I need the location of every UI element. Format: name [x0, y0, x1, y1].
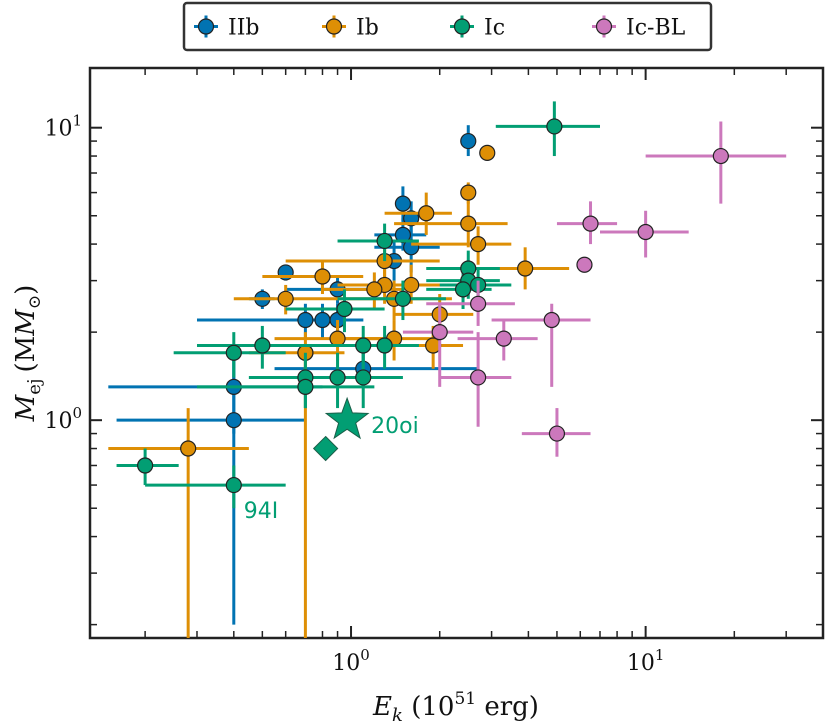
annotation-label: 20oi — [371, 414, 419, 439]
data-point — [355, 337, 372, 354]
data-point — [460, 132, 477, 150]
data-point — [543, 311, 560, 329]
axis-ticks: 100 101 100 101 — [44, 68, 824, 676]
diamond-marker — [312, 435, 339, 462]
data-point — [470, 235, 487, 253]
data-point — [297, 311, 314, 329]
series-ic — [116, 101, 600, 509]
series-iib — [108, 125, 479, 625]
data-point — [137, 457, 154, 474]
data-point — [254, 337, 271, 354]
data-point — [394, 195, 412, 212]
series-ic-bl — [402, 121, 787, 457]
data-point — [470, 369, 487, 386]
legend-marker — [595, 18, 613, 35]
data-point — [329, 369, 346, 386]
legend-label: IIb — [228, 16, 259, 41]
annotation-label: 94I — [244, 499, 278, 524]
data-points — [108, 101, 787, 638]
x-tick-label: 100 — [332, 646, 370, 676]
legend-entry-ic-bl: Ic-BL — [592, 15, 686, 41]
data-point — [548, 425, 566, 442]
data-point — [546, 118, 563, 135]
annotations: 20oi 94I — [244, 396, 419, 524]
legend-label: Ic — [484, 16, 505, 41]
data-point — [431, 324, 448, 341]
data-point — [329, 330, 346, 347]
data-point — [225, 344, 242, 361]
legend-entry-ib: Ib — [322, 15, 379, 41]
data-point — [712, 147, 729, 165]
data-point — [376, 337, 393, 354]
data-point — [479, 144, 496, 162]
data-point — [454, 281, 472, 298]
data-point — [418, 205, 435, 222]
data-point — [277, 290, 294, 307]
data-point — [225, 476, 242, 494]
data-point — [336, 300, 353, 318]
x-axis-label: Ek (1051 erg) — [372, 689, 539, 725]
data-point — [297, 378, 314, 395]
data-point — [495, 330, 512, 347]
legend-frame — [182, 1, 713, 52]
y-tick-label: 100 — [44, 404, 82, 434]
legend: IIb Ib Ic Ic-BL — [182, 1, 713, 52]
legend-label: Ic-BL — [626, 16, 686, 41]
data-point — [637, 223, 654, 241]
y-tick-label: 101 — [44, 112, 82, 142]
data-point — [225, 412, 242, 429]
plot-frame — [88, 66, 825, 640]
data-point — [517, 260, 534, 277]
legend-label: Ib — [356, 16, 379, 41]
data-point — [394, 290, 412, 307]
data-point — [576, 256, 593, 273]
data-point — [460, 215, 477, 232]
y-axis-label: Mej(MM⊙) — [11, 285, 45, 423]
legend-marker — [453, 18, 471, 35]
legend-entry-iib: IIb — [194, 15, 259, 41]
data-point — [314, 311, 331, 329]
data-point — [582, 215, 599, 232]
data-point — [470, 295, 487, 312]
data-point — [460, 184, 477, 201]
data-point — [355, 369, 372, 386]
data-point — [366, 281, 383, 298]
legend-entry-ic: Ic — [450, 15, 505, 41]
star-marker — [324, 396, 370, 440]
data-point — [180, 440, 197, 457]
legend-marker — [325, 18, 343, 35]
data-point — [376, 232, 393, 250]
legend-marker — [197, 18, 215, 35]
data-point — [403, 276, 420, 294]
data-point — [314, 268, 331, 285]
x-tick-label: 101 — [627, 646, 665, 676]
